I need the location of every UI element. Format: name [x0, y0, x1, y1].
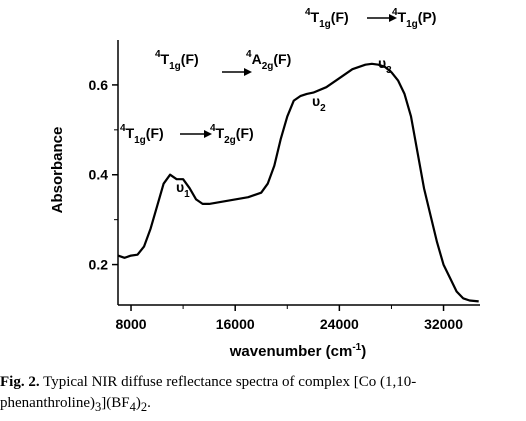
transition-annotation-3: 4T1g(F) 4T1g(P) [305, 7, 436, 30]
band-label-v2: υ2 [312, 93, 326, 114]
figure-caption: Fig. 2. Typical NIR diffuse reflectance … [0, 372, 520, 418]
anno2-target-term: A [252, 51, 262, 67]
anno2-term: T [161, 51, 170, 67]
anno1-target-state: (F) [236, 125, 254, 141]
band2-sub: 2 [320, 103, 326, 114]
axis-ticks: 8000 16000 24000 32000 0.2 0.4 0.6 [89, 77, 464, 332]
anno2-target-sup: 4 [246, 49, 252, 60]
caption-text-2: ](BF [101, 395, 130, 411]
x-axis-title-close: ) [361, 343, 366, 360]
spectrum-line [117, 62, 479, 303]
anno1-sub: 1g [134, 135, 146, 146]
anno3-pre-sup: 4 [305, 7, 311, 18]
x-tick-label-3: 32000 [424, 316, 463, 332]
svg-text:4T2g(F): 4T2g(F) [210, 123, 254, 146]
svg-text:4T1g(P): 4T1g(P) [392, 7, 436, 30]
band1-sub: 1 [184, 189, 190, 200]
anno1-target-sub: 2g [224, 135, 236, 146]
caption-lead: Fig. 2. [0, 374, 40, 390]
y-axis-title: Absorbance [49, 127, 66, 214]
transition-annotation-1: 4T1g(F) 4T2g(F) [120, 123, 254, 146]
anno3-target-state: (P) [418, 9, 437, 25]
anno2-arrow-head [244, 68, 252, 76]
anno1-arrow-head [204, 130, 212, 138]
anno1-target-term: T [216, 125, 225, 141]
anno2-target-state: (F) [273, 51, 291, 67]
caption-text-4: . [147, 395, 151, 411]
band-label-v3: υ3 [378, 55, 392, 76]
svg-text:4A2g(F): 4A2g(F) [246, 49, 291, 72]
band-label-v1: υ1 [176, 179, 190, 200]
anno3-term: T [311, 9, 320, 25]
caption-text-1: Typical NIR diffuse reflectance spectra … [0, 374, 417, 411]
caption-sub-2: 4 [129, 400, 136, 414]
anno3-target-sup: 4 [392, 7, 398, 18]
anno2-pre-sup: 4 [155, 49, 161, 60]
anno3-state: (F) [331, 9, 349, 25]
anno2-sub: 1g [169, 61, 181, 72]
y-tick-label-1: 0.4 [89, 167, 109, 183]
anno1-term: T [126, 125, 135, 141]
caption-text-3: ) [135, 395, 141, 411]
anno3-arrow-head [389, 14, 397, 22]
band2-symbol: υ [312, 93, 320, 109]
caption-sub-1: 3 [94, 400, 102, 414]
anno1-target-sup: 4 [210, 123, 216, 134]
x-axis-title-sup: -1 [352, 342, 361, 353]
y-tick-label-2: 0.6 [89, 77, 109, 93]
x-axis-title-main: wavenumber (cm [229, 343, 353, 360]
svg-text:4T1g(F): 4T1g(F) [305, 7, 349, 30]
band3-symbol: υ [378, 55, 386, 71]
x-tick-label-1: 16000 [216, 316, 255, 332]
anno1-state: (F) [146, 125, 164, 141]
y-tick-label-0: 0.2 [89, 257, 109, 273]
caption-sub-3: 2 [140, 400, 148, 414]
x-axis-title: wavenumber (cm-1) [229, 342, 366, 360]
anno2-target-sub: 2g [262, 61, 274, 72]
x-tick-label-0: 8000 [115, 316, 146, 332]
transition-annotation-2: 4T1g(F) 4A2g(F) [155, 49, 291, 76]
x-tick-label-2: 24000 [320, 316, 359, 332]
anno3-target-sub: 1g [406, 19, 418, 30]
svg-text:4T1g(F): 4T1g(F) [120, 123, 164, 146]
anno3-target-term: T [398, 9, 407, 25]
anno2-state: (F) [181, 51, 199, 67]
svg-text:4T1g(F): 4T1g(F) [155, 49, 199, 72]
band3-sub: 3 [386, 65, 392, 76]
band1-symbol: υ [176, 179, 184, 195]
anno1-pre-sup: 4 [120, 123, 126, 134]
anno3-sub: 1g [319, 19, 331, 30]
